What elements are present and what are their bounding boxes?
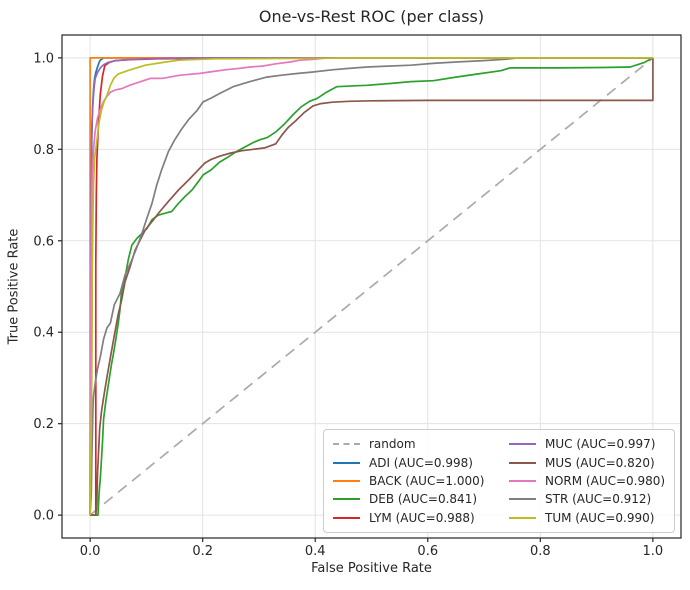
- series-line-STR: [89, 57, 653, 516]
- legend-label: MUC (AUC=0.997): [545, 437, 656, 452]
- y-tick-label: 0.8: [33, 143, 54, 158]
- legend-item-MUS: MUS (AUC=0.820): [509, 456, 665, 470]
- legend-item-random: random: [333, 437, 509, 451]
- x-tick-label: 0.2: [192, 544, 213, 559]
- legend-swatch-STR: [509, 498, 536, 501]
- legend-swatch-DEB: [333, 498, 360, 501]
- series-line-NORM: [89, 57, 653, 516]
- legend-label: LYM (AUC=0.988): [369, 510, 475, 525]
- y-tick-label: 0.0: [33, 509, 54, 524]
- legend-label: TUM (AUC=0.990): [545, 510, 655, 525]
- legend-label: STR (AUC=0.912): [545, 492, 652, 507]
- legend-swatch-ADI: [333, 461, 360, 464]
- legend-item-LYM: LYM (AUC=0.988): [333, 511, 509, 525]
- x-tick-label: 1.0: [643, 544, 664, 559]
- series-line-MUS: [90, 57, 654, 516]
- legend-item-DEB: DEB (AUC=0.841): [333, 492, 509, 506]
- legend-label: DEB (AUC=0.841): [369, 492, 478, 507]
- x-tick-label: 0.8: [530, 544, 551, 559]
- legend-label: ADI (AUC=0.998): [369, 455, 473, 470]
- x-tick-label: 0.0: [80, 544, 101, 559]
- chart-title: One-vs-Rest ROC (per class): [258, 7, 485, 26]
- y-tick-label: 0.6: [33, 234, 54, 249]
- y-tick-label: 1.0: [33, 51, 54, 66]
- legend-swatch-NORM: [509, 479, 536, 482]
- legend-label: random: [369, 437, 416, 452]
- legend-label: MUS (AUC=0.820): [545, 455, 655, 470]
- y-axis-label: True Positive Rate: [6, 228, 22, 345]
- series-line-random: [89, 57, 654, 516]
- legend-swatch-MUC: [509, 443, 536, 446]
- legend-item-MUC: MUC (AUC=0.997): [509, 437, 665, 451]
- legend-swatch-BACK: [333, 479, 360, 482]
- legend-item-NORM: NORM (AUC=0.980): [509, 474, 665, 488]
- x-axis-label: False Positive Rate: [311, 561, 432, 576]
- legend-swatch-LYM: [333, 516, 360, 519]
- legend-item-BACK: BACK (AUC=1.000): [333, 474, 509, 488]
- legend-item-STR: STR (AUC=0.912): [509, 492, 665, 506]
- legend-swatch-MUS: [509, 461, 536, 464]
- legend-item-ADI: ADI (AUC=0.998): [333, 456, 509, 470]
- legend-label: NORM (AUC=0.980): [545, 473, 666, 488]
- legend-swatch-TUM: [509, 516, 536, 519]
- series-line-DEB: [90, 57, 654, 516]
- axes-frame: [61, 34, 682, 539]
- legend-label: BACK (AUC=1.000): [369, 473, 485, 488]
- y-tick-label: 0.4: [33, 326, 54, 341]
- x-tick-label: 0.4: [305, 544, 326, 559]
- series-line-MUC: [89, 57, 653, 516]
- legend-item-TUM: TUM (AUC=0.990): [509, 511, 665, 525]
- x-tick-label: 0.6: [417, 544, 438, 559]
- series-line-TUM: [89, 57, 653, 516]
- legend-swatch-random: [333, 443, 360, 446]
- y-tick-label: 0.2: [33, 417, 54, 432]
- legend: random ADI (AUC=0.998) BACK (AUC=1.000) DEB…: [323, 429, 675, 533]
